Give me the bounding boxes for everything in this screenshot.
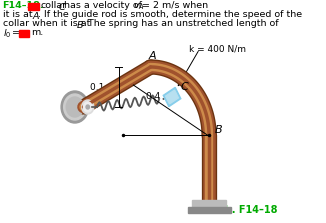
Text: $B$: $B$: [76, 19, 84, 30]
Text: =: =: [12, 28, 20, 37]
Circle shape: [66, 97, 83, 117]
Text: 0.4 m: 0.4 m: [146, 92, 172, 101]
Circle shape: [64, 94, 86, 120]
Text: A: A: [148, 51, 156, 61]
Circle shape: [83, 102, 92, 112]
Bar: [192, 200, 226, 209]
Text: collar when it is at: collar when it is at: [3, 19, 90, 28]
Text: . If the guide rod is smooth, determine the speed of the: . If the guide rod is smooth, determine …: [38, 10, 302, 19]
Circle shape: [86, 105, 89, 109]
Text: 0.1 m: 0.1 m: [90, 83, 116, 91]
Text: $v_A$: $v_A$: [133, 1, 145, 12]
Text: = 2 m/s when: = 2 m/s when: [142, 1, 208, 10]
Text: $C$: $C$: [58, 1, 67, 12]
Bar: [163, 87, 181, 107]
Text: B: B: [215, 125, 223, 135]
Bar: [19, 30, 29, 37]
Text: $l_0$: $l_0$: [3, 28, 11, 41]
Text: it is at: it is at: [3, 10, 32, 19]
Text: C: C: [181, 82, 188, 92]
Text: . The spring has an unstretched length of: . The spring has an unstretched length o…: [82, 19, 278, 28]
Text: $A$: $A$: [32, 10, 40, 21]
Bar: [187, 207, 230, 213]
Circle shape: [61, 91, 89, 123]
Bar: [166, 90, 178, 104]
Text: Prob. F14–18: Prob. F14–18: [206, 205, 278, 215]
Text: has a velocity of: has a velocity of: [64, 1, 142, 10]
Text: m.: m.: [31, 28, 43, 37]
Circle shape: [82, 100, 94, 114]
Text: collar: collar: [40, 1, 67, 10]
Text: k = 400 N/m: k = 400 N/m: [189, 45, 246, 54]
Text: F14–18.: F14–18.: [3, 1, 44, 10]
Bar: [28, 3, 39, 10]
